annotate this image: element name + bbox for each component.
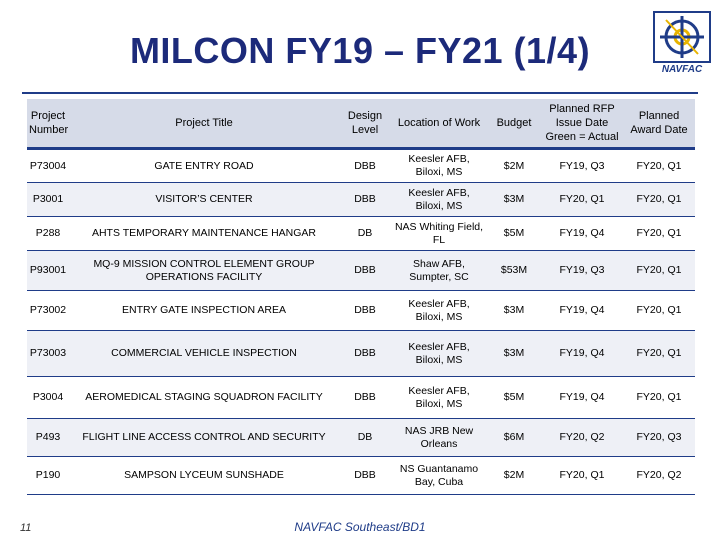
cell-project-title: VISITOR’S CENTER [69,182,339,217]
cell-project-title: FLIGHT LINE ACCESS CONTROL AND SECURITY [69,418,339,457]
cell-project-number: P3001 [27,182,69,217]
cell-project-title: MQ-9 MISSION CONTROL ELEMENT GROUP OPERA… [69,250,339,291]
logo-text: NAVFAC [661,64,703,75]
navfac-logo-icon [653,11,711,63]
title-divider [22,92,698,94]
cell-project-number: P73003 [27,330,69,377]
cell-rfp-date: FY19, Q3 [541,250,623,291]
cell-design-level: DBB [339,290,391,331]
footer-text: NAVFAC Southeast/BD1 [294,520,426,534]
table-row: P3004 AEROMEDICAL STAGING SQUADRON FACIL… [27,376,695,419]
cell-location: Keesler AFB, Biloxi, MS [391,148,487,183]
cell-design-level: DBB [339,376,391,419]
cell-project-title: GATE ENTRY ROAD [69,148,339,183]
header-award-date: Planned Award Date [623,99,695,150]
cell-rfp-date: FY19, Q3 [541,148,623,183]
cell-budget: $2M [487,456,541,495]
page-number: 11 [20,522,32,534]
cell-award-date: FY20, Q1 [623,148,695,183]
cell-budget: $2M [487,148,541,183]
table-row: P190 SAMPSON LYCEUM SUNSHADE DBB NS Guan… [27,456,695,495]
table-row: P3001 VISITOR’S CENTER DBB Keesler AFB, … [27,182,695,217]
slide-title: MILCON FY19 – FY21 (1/4) [129,30,591,71]
header-project-title: Project Title [69,99,339,150]
table-header-row: Project Number Project Title Design Leve… [27,99,695,150]
cell-location: NAS JRB New Orleans [391,418,487,457]
cell-design-level: DB [339,216,391,251]
cell-budget: $5M [487,376,541,419]
cell-project-number: P73004 [27,148,69,183]
cell-award-date: FY20, Q1 [623,250,695,291]
cell-rfp-date: FY19, Q4 [541,330,623,377]
cell-rfp-date: FY19, Q4 [541,376,623,419]
cell-location: Keesler AFB, Biloxi, MS [391,290,487,331]
header-rfp-date: Planned RFP Issue Date Green = Actual [541,99,623,150]
cell-location: Shaw AFB, Sumpter, SC [391,250,487,291]
milcon-table: Project Number Project Title Design Leve… [27,99,695,495]
cell-project-title: SAMPSON LYCEUM SUNSHADE [69,456,339,495]
cell-design-level: DBB [339,148,391,183]
cell-project-number: P3004 [27,376,69,419]
cell-budget: $3M [487,290,541,331]
table-row: P73004 GATE ENTRY ROAD DBB Keesler AFB, … [27,148,695,183]
cell-budget: $3M [487,182,541,217]
header-location: Location of Work [391,99,487,150]
cell-project-number: P73002 [27,290,69,331]
cell-budget: $5M [487,216,541,251]
cell-rfp-date: FY19, Q4 [541,290,623,331]
table-row: P288 AHTS TEMPORARY MAINTENANCE HANGAR D… [27,216,695,251]
cell-project-title: ENTRY GATE INSPECTION AREA [69,290,339,331]
cell-location: NAS Whiting Field, FL [391,216,487,251]
header-project-number: Project Number [27,99,69,150]
cell-project-number: P493 [27,418,69,457]
cell-location: NS Guantanamo Bay, Cuba [391,456,487,495]
cell-project-number: P190 [27,456,69,495]
cell-award-date: FY20, Q1 [623,376,695,419]
table-row: P93001 MQ-9 MISSION CONTROL ELEMENT GROU… [27,250,695,291]
cell-project-title: COMMERCIAL VEHICLE INSPECTION [69,330,339,377]
table-row: P493 FLIGHT LINE ACCESS CONTROL AND SECU… [27,418,695,457]
cell-budget: $53M [487,250,541,291]
cell-project-title: AEROMEDICAL STAGING SQUADRON FACILITY [69,376,339,419]
cell-budget: $3M [487,330,541,377]
cell-award-date: FY20, Q1 [623,290,695,331]
cell-design-level: DBB [339,182,391,217]
cell-award-date: FY20, Q1 [623,330,695,377]
cell-design-level: DBB [339,330,391,377]
cell-design-level: DB [339,418,391,457]
cell-rfp-date: FY19, Q4 [541,216,623,251]
cell-budget: $6M [487,418,541,457]
cell-location: Keesler AFB, Biloxi, MS [391,330,487,377]
cell-design-level: DBB [339,456,391,495]
cell-project-number: P93001 [27,250,69,291]
cell-award-date: FY20, Q3 [623,418,695,457]
cell-rfp-date: FY20, Q2 [541,418,623,457]
table-row: P73002 ENTRY GATE INSPECTION AREA DBB Ke… [27,290,695,331]
table-row: P73003 COMMERCIAL VEHICLE INSPECTION DBB… [27,330,695,377]
cell-award-date: FY20, Q2 [623,456,695,495]
cell-rfp-date: FY20, Q1 [541,456,623,495]
cell-rfp-date: FY20, Q1 [541,182,623,217]
cell-award-date: FY20, Q1 [623,182,695,217]
header-design-level: Design Level [339,99,391,150]
cell-project-number: P288 [27,216,69,251]
cell-award-date: FY20, Q1 [623,216,695,251]
cell-location: Keesler AFB, Biloxi, MS [391,376,487,419]
cell-design-level: DBB [339,250,391,291]
cell-location: Keesler AFB, Biloxi, MS [391,182,487,217]
cell-project-title: AHTS TEMPORARY MAINTENANCE HANGAR [69,216,339,251]
header-budget: Budget [487,99,541,150]
